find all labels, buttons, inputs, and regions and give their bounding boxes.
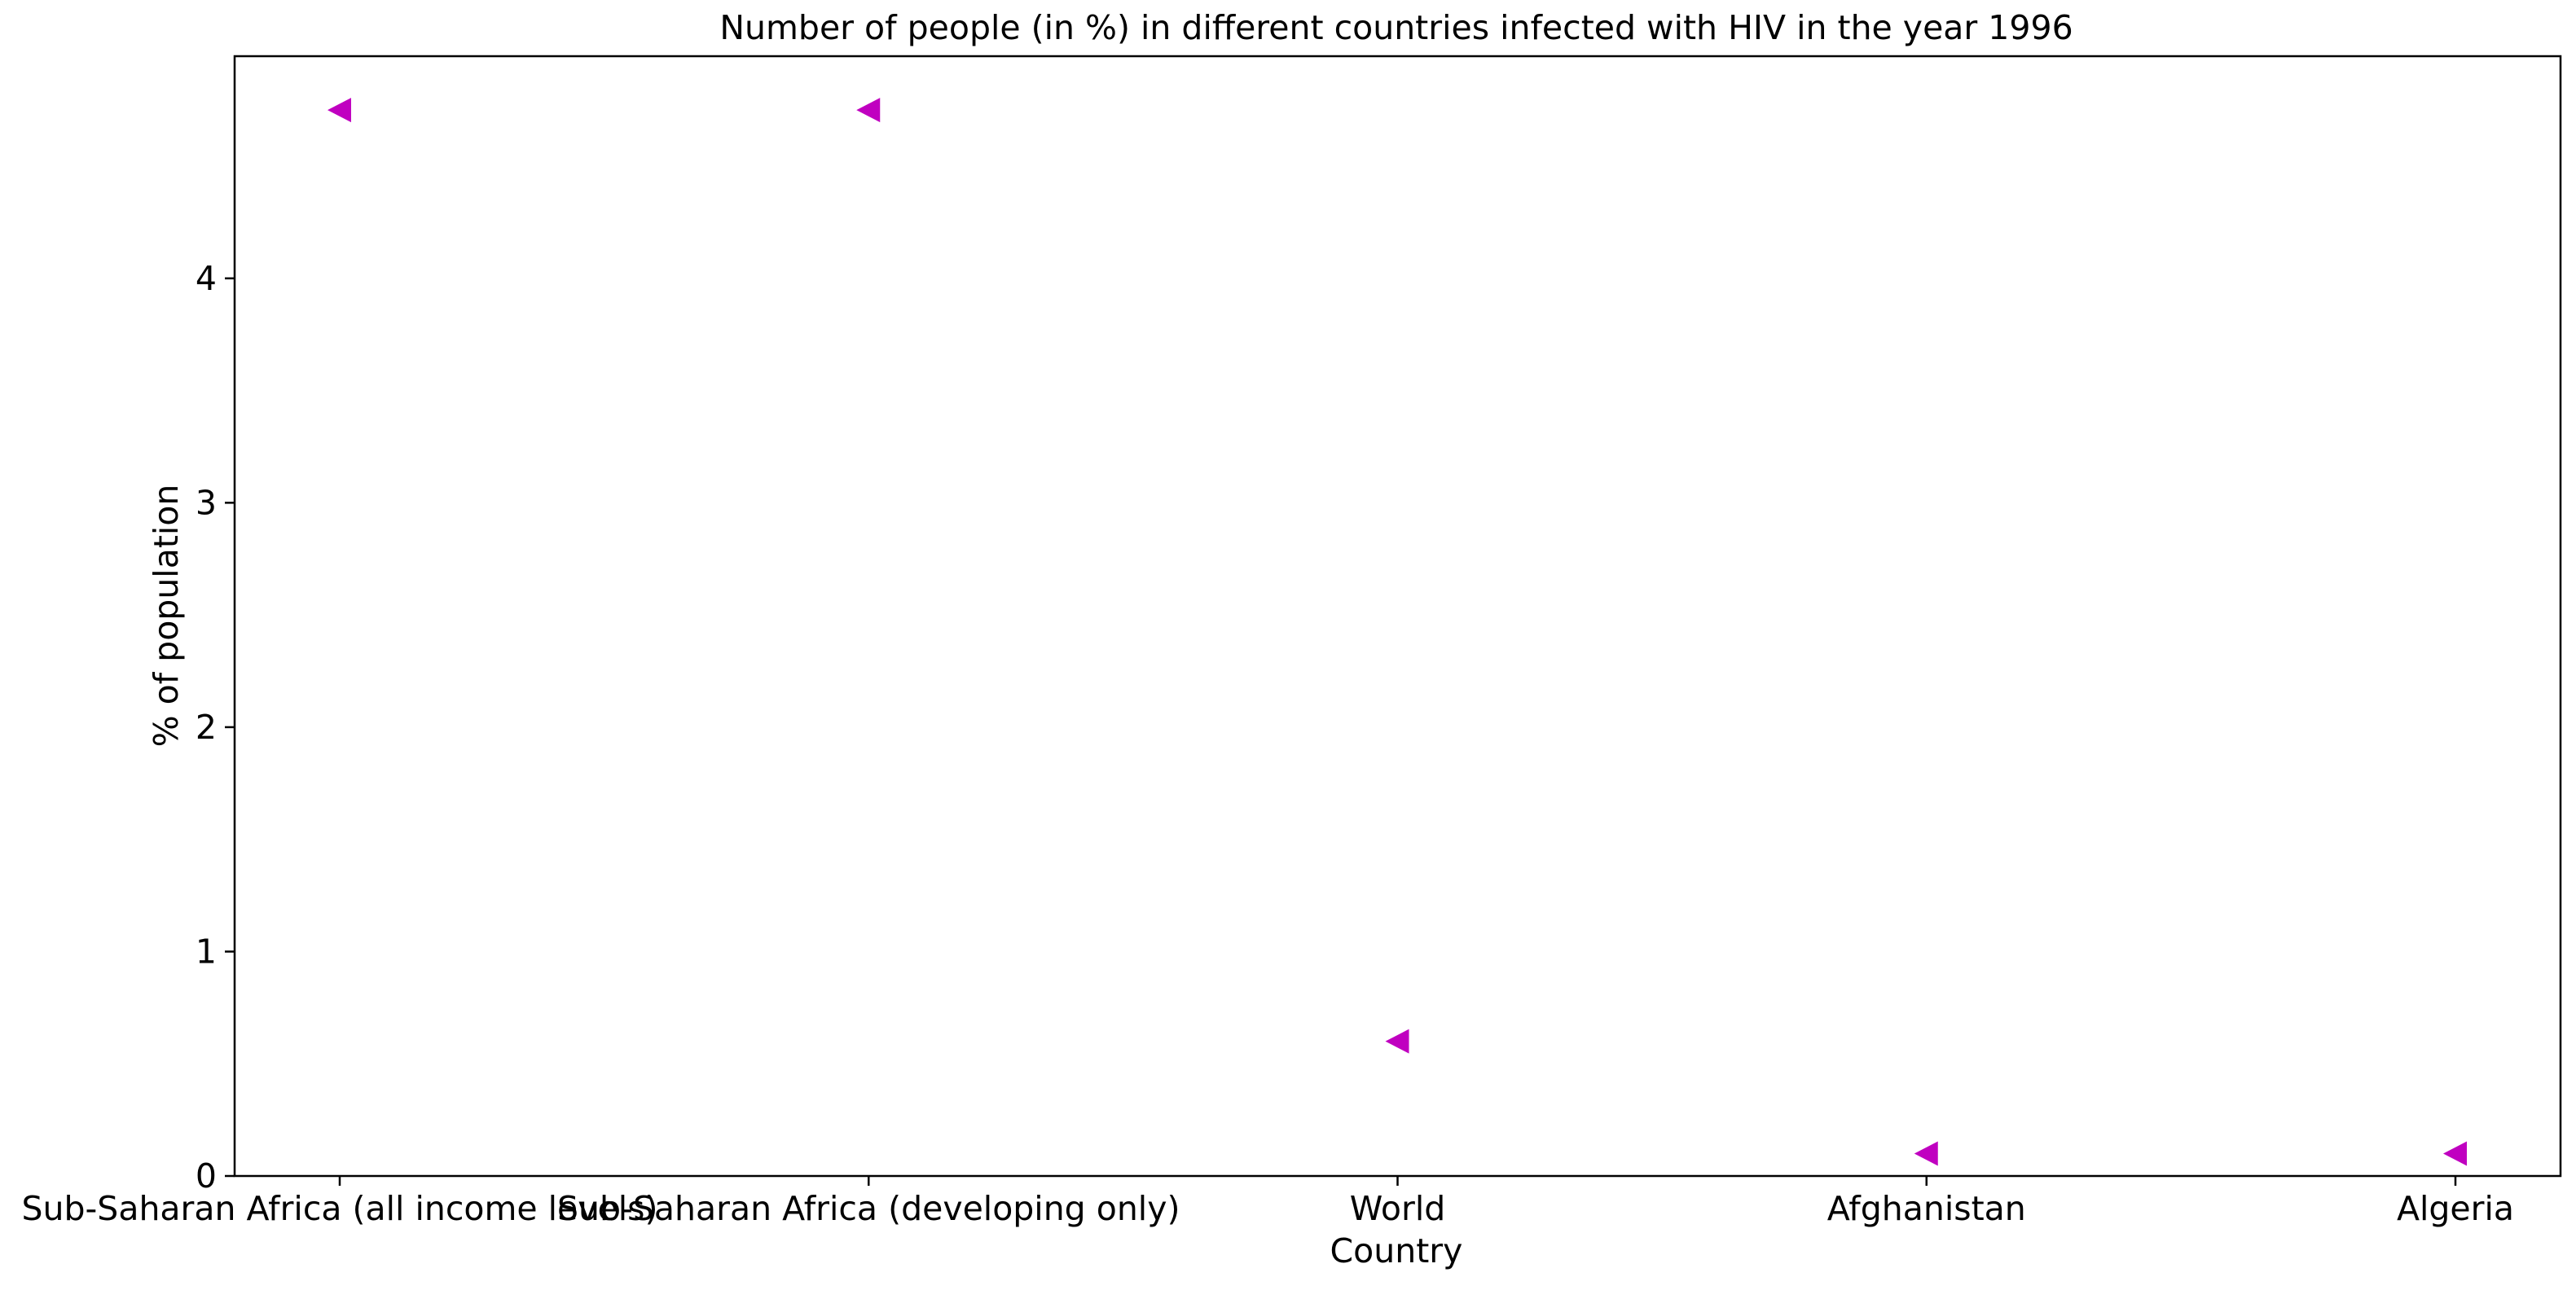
x-tick-label: Sub-Saharan Africa (developing only) [557,1189,1180,1228]
y-tick-label: 1 [196,932,217,971]
x-tick-label: Sub-Saharan Africa (all income levels) [21,1189,657,1228]
y-tick-label: 2 [196,708,217,747]
y-tick-label: 3 [196,483,217,522]
x-axis: Sub-Saharan Africa (all income levels)Su… [21,1176,2514,1228]
x-tick-label: Afghanistan [1827,1189,2026,1228]
data-point-marker [1385,1029,1409,1054]
plot-area-frame [233,55,2562,1178]
y-axis-label: % of population [147,485,186,748]
chart-title: Number of people (in %) in different cou… [719,8,2073,47]
x-tick-label: World [1350,1189,1446,1228]
y-tick-label: 0 [196,1156,217,1196]
y-tick-label: 4 [196,259,217,298]
data-markers [327,98,2467,1166]
data-point-marker [2443,1141,2467,1166]
data-point-marker [1914,1141,1938,1166]
x-axis-label: Country [1330,1231,1463,1270]
y-axis: 0 1 2 3 4 [196,259,235,1196]
data-point-marker [856,98,881,123]
data-point-marker [327,98,351,123]
x-tick-label: Algeria [2397,1189,2514,1228]
